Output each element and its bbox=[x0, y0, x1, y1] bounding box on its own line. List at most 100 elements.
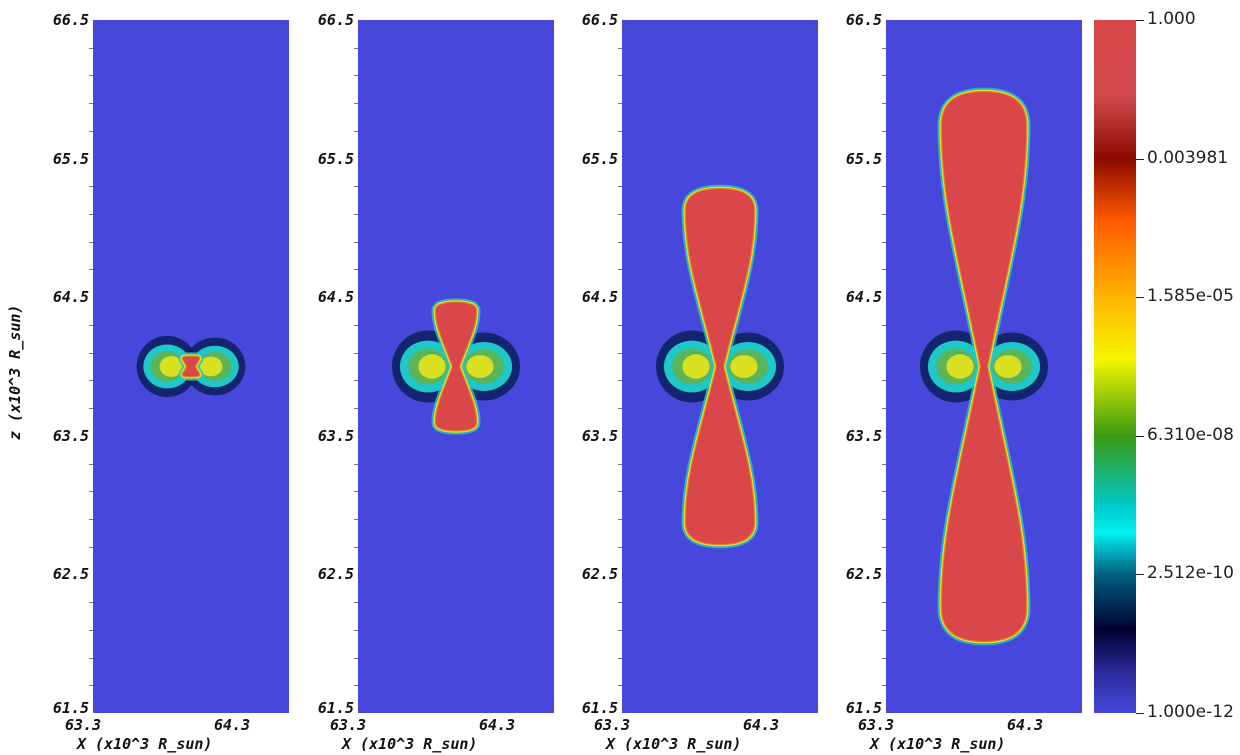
y-minor-tick bbox=[354, 685, 358, 687]
y-tick-label: 62.5 bbox=[317, 565, 354, 584]
y-minor-tick bbox=[89, 380, 93, 382]
y-minor-tick bbox=[882, 518, 886, 520]
y-minor-tick bbox=[89, 352, 93, 354]
x-tick-label: 64.3 bbox=[479, 716, 516, 734]
y-minor-tick bbox=[882, 629, 886, 631]
x-axis-label: X (x10^3 R_sun) bbox=[342, 735, 478, 753]
y-minor-tick bbox=[89, 214, 93, 216]
shell-yellow bbox=[994, 354, 1022, 379]
y-minor-tick bbox=[618, 47, 622, 49]
y-minor-tick bbox=[618, 352, 622, 354]
y-minor-tick bbox=[882, 657, 886, 659]
y-minor-tick bbox=[618, 130, 622, 132]
colorbar-label: 2.512e-10 bbox=[1147, 563, 1234, 584]
y-minor-tick bbox=[882, 546, 886, 548]
y-minor-tick bbox=[89, 130, 93, 132]
y-minor-tick bbox=[618, 380, 622, 382]
y-minor-tick bbox=[618, 269, 622, 271]
y-minor-tick bbox=[882, 186, 886, 188]
shell-yellow bbox=[418, 354, 446, 379]
colorbar-tick bbox=[1136, 713, 1144, 714]
y-minor-tick bbox=[89, 491, 93, 493]
y-tick-label: 65.5 bbox=[581, 149, 618, 168]
y-minor-tick bbox=[89, 103, 93, 105]
y-minor-tick bbox=[618, 491, 622, 493]
y-minor-tick bbox=[354, 408, 358, 410]
x-axis-label: X (x10^3 R_sun) bbox=[870, 735, 1006, 753]
x-tick-label: 64.3 bbox=[214, 716, 251, 734]
y-minor-tick bbox=[354, 241, 358, 243]
colorbar-tick bbox=[1136, 435, 1144, 437]
x-axis-label: X (x10^3 R_sun) bbox=[77, 735, 213, 753]
y-minor-tick bbox=[618, 685, 622, 687]
x-tick-label: 63.3 bbox=[65, 716, 102, 734]
panel-1 bbox=[93, 20, 289, 713]
panel-2-field bbox=[392, 298, 520, 435]
y-tick-label: 65.5 bbox=[52, 149, 89, 168]
colorbar bbox=[1094, 20, 1136, 713]
y-tick-label: 62.5 bbox=[52, 565, 89, 584]
y-tick-label: 65.5 bbox=[317, 149, 354, 168]
shell-yellow bbox=[466, 354, 494, 379]
y-tick-label: 64.5 bbox=[52, 288, 89, 307]
y-minor-tick bbox=[89, 546, 93, 548]
y-minor-tick bbox=[354, 130, 358, 132]
y-minor-tick bbox=[89, 602, 93, 604]
y-minor-tick bbox=[618, 408, 622, 410]
y-minor-tick bbox=[882, 408, 886, 410]
y-minor-tick bbox=[882, 130, 886, 132]
x-tick-label: 63.3 bbox=[858, 716, 895, 734]
y-tick-label: 61.5 bbox=[317, 699, 354, 717]
y-minor-tick bbox=[354, 463, 358, 465]
x-tick-label: 63.3 bbox=[330, 716, 367, 734]
y-minor-tick bbox=[618, 324, 622, 326]
y-tick-label: 62.5 bbox=[845, 565, 882, 584]
y-minor-tick bbox=[354, 324, 358, 326]
colorbar-label: 6.310e-08 bbox=[1147, 424, 1234, 445]
y-minor-tick bbox=[89, 518, 93, 520]
colorbar-label: 1.585e-05 bbox=[1147, 286, 1234, 307]
y-minor-tick bbox=[354, 75, 358, 77]
y-minor-tick bbox=[354, 657, 358, 659]
panel-3 bbox=[622, 20, 818, 713]
shell-yellow bbox=[159, 356, 183, 377]
y-tick-label: 64.5 bbox=[581, 288, 618, 307]
z-axis-label: z (x10^3 R_sun) bbox=[6, 304, 24, 440]
y-minor-tick bbox=[89, 269, 93, 271]
y-minor-tick bbox=[89, 408, 93, 410]
y-minor-tick bbox=[882, 491, 886, 493]
y-minor-tick bbox=[882, 103, 886, 105]
jet-body bbox=[942, 92, 1026, 641]
shell-yellow bbox=[730, 354, 758, 379]
y-minor-tick bbox=[882, 602, 886, 604]
y-minor-tick bbox=[354, 629, 358, 631]
y-tick-label: 63.5 bbox=[317, 426, 354, 445]
x-tick-label: 64.3 bbox=[1007, 716, 1044, 734]
panel-3-field bbox=[656, 184, 784, 549]
colorbar-tick bbox=[1136, 297, 1144, 299]
y-tick-label: 66.5 bbox=[581, 11, 618, 29]
y-minor-tick bbox=[618, 629, 622, 631]
y-tick-label: 63.5 bbox=[581, 426, 618, 445]
y-minor-tick bbox=[618, 546, 622, 548]
y-minor-tick bbox=[618, 657, 622, 659]
y-minor-tick bbox=[89, 629, 93, 631]
y-minor-tick bbox=[354, 602, 358, 604]
y-minor-tick bbox=[354, 380, 358, 382]
y-minor-tick bbox=[618, 602, 622, 604]
y-minor-tick bbox=[882, 214, 886, 216]
x-tick-label: 63.3 bbox=[594, 716, 631, 734]
y-tick-label: 62.5 bbox=[581, 565, 618, 584]
jet-body bbox=[436, 302, 476, 431]
y-minor-tick bbox=[618, 186, 622, 188]
y-minor-tick bbox=[882, 75, 886, 77]
jet-body bbox=[686, 189, 754, 544]
y-minor-tick bbox=[882, 47, 886, 49]
y-tick-label: 64.5 bbox=[317, 288, 354, 307]
y-minor-tick bbox=[89, 75, 93, 77]
colorbar-tick bbox=[1136, 20, 1144, 21]
shell-yellow bbox=[682, 354, 710, 379]
y-tick-label: 61.5 bbox=[581, 699, 618, 717]
y-minor-tick bbox=[882, 380, 886, 382]
colorbar-tick bbox=[1136, 158, 1144, 160]
